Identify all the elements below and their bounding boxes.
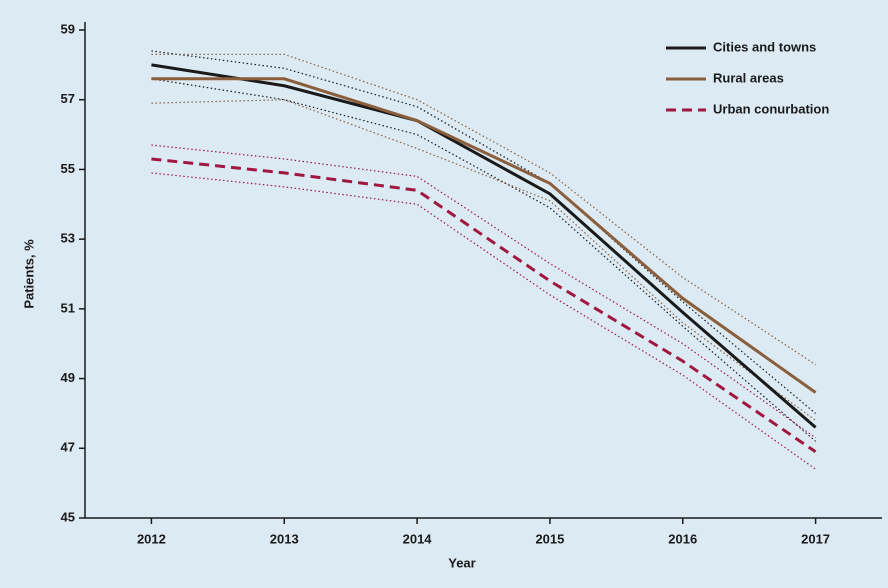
x-tick-label: 2017	[801, 531, 830, 546]
confidence-line	[151, 99, 816, 421]
y-tick-label: 49	[61, 370, 75, 385]
y-tick-label: 51	[61, 300, 75, 315]
x-tick-label: 2015	[535, 531, 564, 546]
x-tick-label: 2016	[668, 531, 697, 546]
legend-label: Rural areas	[713, 70, 784, 85]
y-tick-label: 57	[61, 91, 75, 106]
x-axis-label: Year	[448, 555, 475, 570]
y-tick-label: 47	[61, 440, 75, 455]
data-line	[151, 63, 817, 429]
data-line	[151, 157, 817, 454]
y-tick-label: 45	[61, 509, 75, 524]
x-tick-label: 2013	[270, 531, 299, 546]
legend-label: Cities and towns	[713, 39, 816, 54]
y-tick-label: 55	[61, 161, 75, 176]
x-tick-label: 2014	[403, 531, 433, 546]
data-line	[151, 77, 817, 394]
y-tick-label: 59	[61, 21, 75, 36]
confidence-line	[151, 144, 816, 439]
confidence-line	[151, 78, 816, 442]
confidence-line	[151, 50, 816, 414]
y-axis-label: Patients, %	[21, 239, 36, 309]
x-tick-label: 2012	[137, 531, 166, 546]
confidence-line	[151, 53, 816, 366]
legend-label: Urban conurbation	[713, 101, 829, 116]
y-tick-label: 53	[61, 231, 75, 246]
